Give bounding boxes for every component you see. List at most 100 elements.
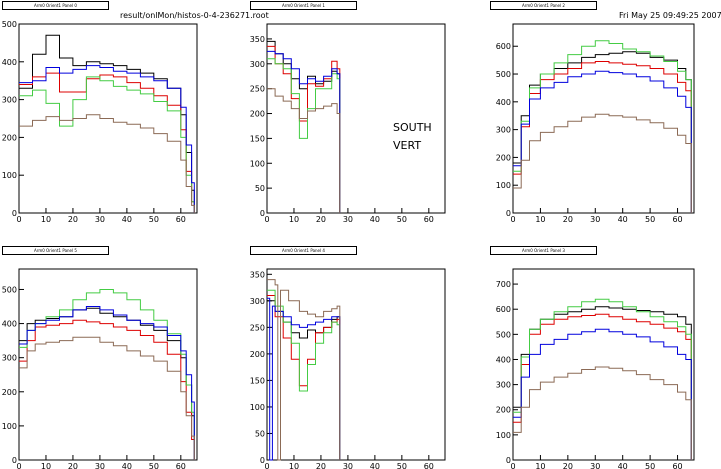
x-tick-label-1: 0: [264, 215, 269, 224]
series-green-5: [513, 298, 692, 460]
label-south: SOUTH: [393, 121, 432, 134]
series-brown-2: [513, 113, 692, 213]
y-tick-label-5: 600: [496, 305, 511, 314]
y-tick-label-5: 100: [496, 431, 511, 440]
label-vert: VERT: [393, 139, 422, 152]
series-blue-3: [19, 306, 195, 460]
y-tick-label-1: 0: [260, 209, 265, 218]
panel-title-5: Arm0 Orient1 Panel 3: [490, 246, 597, 255]
y-tick-label-2: 200: [496, 153, 511, 162]
x-tick-label-5: 20: [563, 462, 573, 469]
x-tick-label-4: 0: [264, 462, 269, 469]
series-blue-2: [513, 70, 692, 213]
y-tick-label-2: 0: [506, 209, 511, 218]
y-tick-label-2: 600: [496, 42, 511, 51]
y-tick-label-0: 400: [2, 58, 17, 67]
y-tick-label-3: 200: [2, 388, 17, 397]
y-tick-label-4: 350: [250, 270, 265, 279]
y-tick-label-1: 150: [250, 134, 265, 143]
x-tick-label-3: 30: [95, 462, 105, 469]
x-tick-label-0: 30: [95, 215, 105, 224]
x-tick-label-3: 60: [176, 462, 186, 469]
y-tick-label-3: 0: [12, 456, 17, 465]
series-green-1: [267, 58, 341, 213]
y-tick-label-0: 100: [2, 171, 17, 180]
y-tick-label-2: 300: [496, 126, 511, 135]
y-tick-label-5: 700: [496, 280, 511, 289]
plot-frame-0: [18, 23, 198, 214]
panel-title-2: Arm0 Orient1 Panel 2: [490, 1, 597, 10]
x-tick-label-5: 60: [672, 462, 682, 469]
y-tick-label-0: 200: [2, 133, 17, 142]
x-tick-label-5: 0: [510, 462, 515, 469]
series-brown-0: [19, 114, 195, 213]
x-tick-label-2: 0: [510, 215, 515, 224]
y-tick-label-3: 400: [2, 320, 17, 329]
x-tick-label-0: 60: [176, 215, 186, 224]
x-tick-label-1: 40: [370, 215, 380, 224]
x-tick-label-3: 10: [41, 462, 51, 469]
y-tick-label-2: 500: [496, 70, 511, 79]
x-tick-label-3: 0: [16, 462, 21, 469]
y-tick-label-0: 500: [2, 20, 17, 29]
x-tick-label-4: 30: [343, 462, 353, 469]
series-red-0: [19, 72, 195, 213]
y-tick-label-1: 300: [250, 60, 265, 69]
x-tick-label-4: 20: [316, 462, 326, 469]
series-red-1: [267, 45, 341, 213]
x-tick-label-3: 50: [149, 462, 159, 469]
series-blue-1: [267, 50, 341, 213]
x-tick-label-2: 60: [672, 215, 682, 224]
x-tick-label-1: 50: [397, 215, 407, 224]
y-tick-label-3: 300: [2, 354, 17, 363]
x-tick-label-3: 20: [68, 462, 78, 469]
y-tick-label-1: 50: [255, 184, 265, 193]
series-brown-5: [513, 366, 692, 460]
y-tick-label-1: 250: [250, 85, 265, 94]
x-tick-label-0: 10: [41, 215, 51, 224]
x-tick-label-5: 40: [618, 462, 628, 469]
y-tick-label-1: 100: [250, 159, 265, 168]
series-green-0: [19, 76, 195, 213]
x-tick-label-0: 50: [149, 215, 159, 224]
x-tick-label-2: 40: [618, 215, 628, 224]
series-black-2: [513, 51, 692, 213]
series-black-3: [19, 307, 195, 460]
y-tick-label-3: 500: [2, 285, 17, 294]
y-tick-label-4: 100: [250, 403, 265, 412]
x-tick-label-3: 40: [122, 462, 132, 469]
file-path: result/onlMon/histos-0-4-236271.root: [120, 11, 269, 20]
x-tick-label-5: 30: [590, 462, 600, 469]
series-red-3: [19, 319, 195, 460]
plot-frame-3: [18, 268, 198, 461]
x-tick-label-4: 60: [424, 462, 434, 469]
series-blue-5: [513, 328, 692, 460]
series-brown-4: [267, 279, 341, 461]
plot-frame-4: [266, 268, 446, 461]
x-tick-label-2: 50: [645, 215, 655, 224]
y-tick-label-5: 0: [506, 456, 511, 465]
plot-frame-1: [266, 23, 446, 214]
y-tick-label-4: 300: [250, 297, 265, 306]
x-tick-label-0: 0: [16, 215, 21, 224]
series-black-0: [19, 34, 195, 213]
timestamp: Fri May 25 09:49:25 2007: [619, 11, 721, 20]
y-tick-label-1: 200: [250, 110, 265, 119]
y-tick-label-5: 300: [496, 381, 511, 390]
series-blue-4: [267, 297, 341, 461]
series-brown-3: [19, 336, 195, 460]
series-red-5: [513, 313, 692, 460]
x-tick-label-1: 10: [289, 215, 299, 224]
x-tick-label-4: 10: [289, 462, 299, 469]
y-tick-label-1: 350: [250, 35, 265, 44]
y-tick-label-4: 200: [250, 350, 265, 359]
panel-title-0: Arm0 Orient1 Panel 0: [2, 1, 109, 10]
x-tick-label-4: 50: [397, 462, 407, 469]
x-tick-label-2: 10: [535, 215, 545, 224]
y-tick-label-5: 400: [496, 355, 511, 364]
y-tick-label-4: 150: [250, 376, 265, 385]
x-tick-label-0: 20: [68, 215, 78, 224]
panel-title-4: Arm0 Orient1 Panel 4: [250, 246, 357, 255]
x-tick-label-1: 20: [316, 215, 326, 224]
